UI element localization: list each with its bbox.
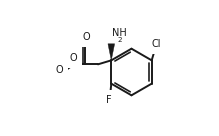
Text: O: O bbox=[69, 53, 77, 63]
Text: Cl: Cl bbox=[151, 39, 161, 49]
Text: NH: NH bbox=[112, 28, 127, 38]
Text: O: O bbox=[55, 65, 63, 75]
Text: O: O bbox=[82, 32, 90, 42]
Text: 2: 2 bbox=[117, 37, 122, 43]
Text: F: F bbox=[106, 95, 112, 105]
Polygon shape bbox=[108, 44, 115, 60]
